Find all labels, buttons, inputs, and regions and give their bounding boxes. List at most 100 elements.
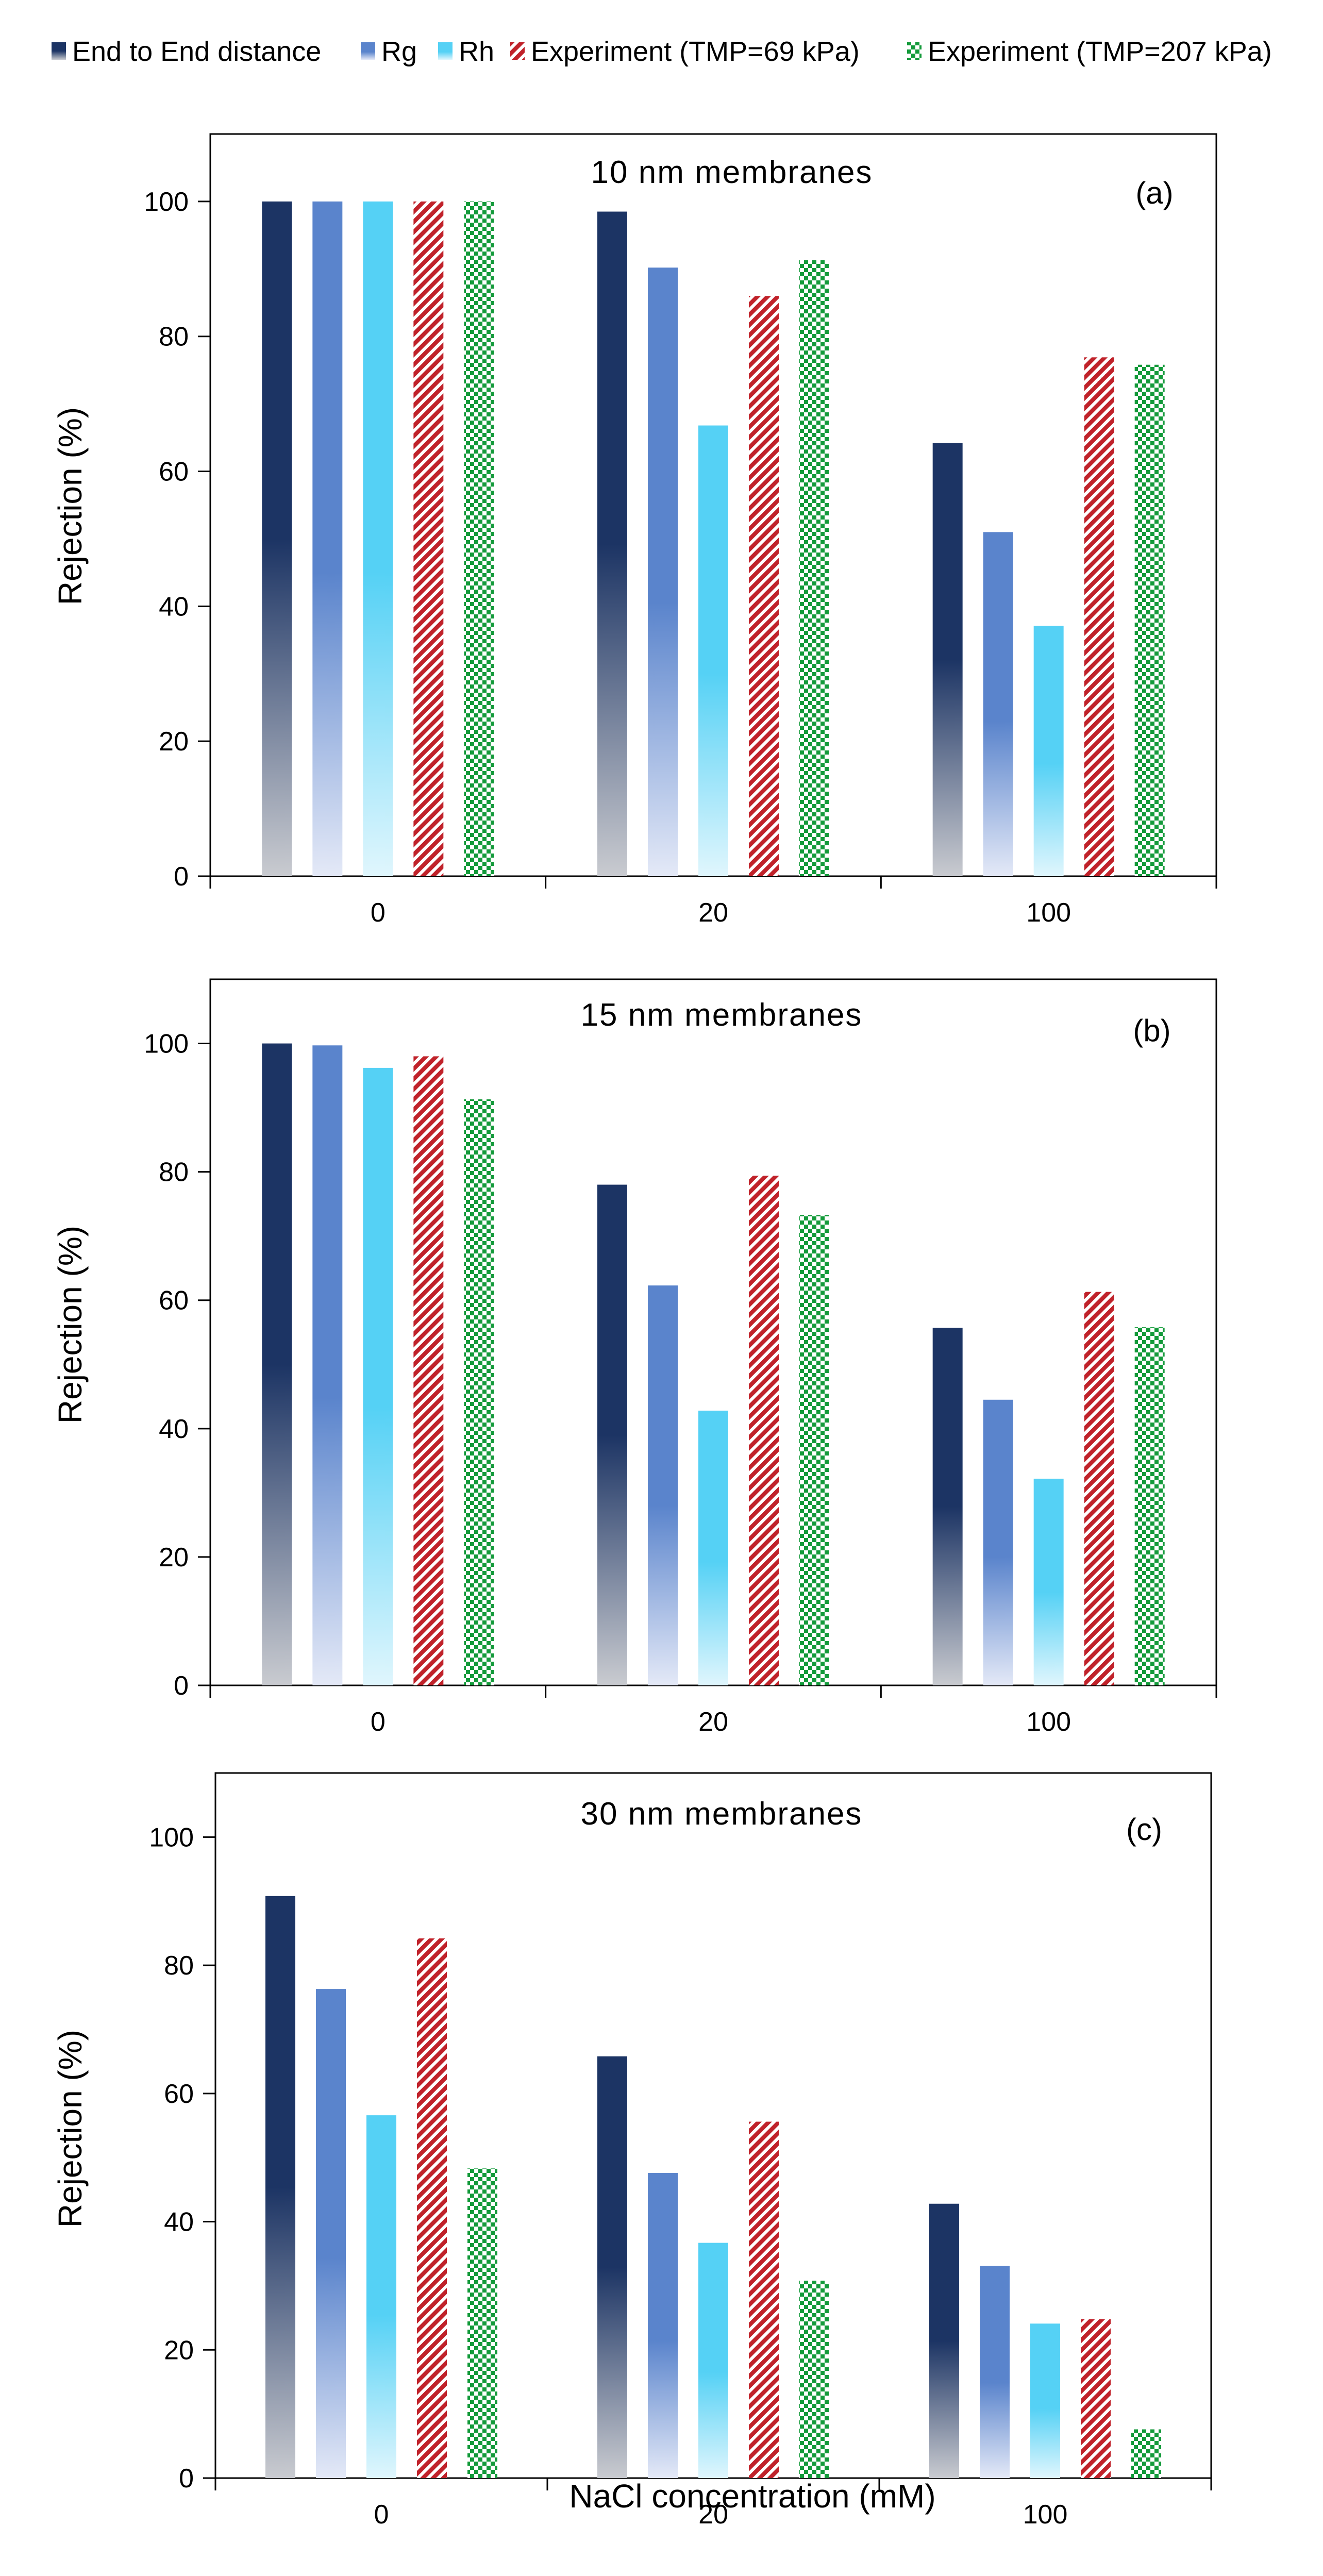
legend-swatch-exp-207 [907,42,922,60]
bar-rh-20 [698,1410,728,1685]
chart-panel-c: 30 nm membranes (c) Rejection (%) NaCl c… [52,1772,1212,2530]
y-tick-label: 0 [174,1671,189,1701]
bar-rh-20 [698,2243,728,2478]
x-tick-label: 100 [1026,898,1071,928]
chart-panel-b: 15 nm membranes (b) Rejection (%) 0 20 40 6… [52,978,1217,1737]
bar-rh-0 [363,201,393,877]
y-tick-label: 80 [164,1951,194,1981]
y-tick-label: 100 [144,1029,189,1059]
y-tick-label: 40 [159,592,189,622]
panel-title: 15 nm membranes [581,997,863,1033]
y-axis-title: Rejection (%) [52,1226,89,1424]
legend-swatch-exp-69 [510,42,525,60]
y-axis-title: Rejection (%) [52,407,89,605]
y-tick-label: 20 [164,2335,194,2365]
bar-end-to-end-distance-20 [597,1184,627,1685]
bar-experiment-tmp-207-kpa-0 [464,1099,494,1685]
x-tick-label: 20 [698,1707,728,1737]
y-tick-label: 60 [159,1286,189,1316]
bar-experiment-tmp-69-kpa-0 [413,201,444,877]
y-tick-label: 80 [159,1158,189,1187]
x-tick-label: 20 [698,2500,728,2530]
panel-title: 30 nm membranes [581,1796,863,1832]
panel-label: (a) [1135,176,1173,210]
panel-title: 10 nm membranes [591,155,873,190]
bar-experiment-tmp-69-kpa-100 [1084,357,1114,876]
legend-label-exp-207: Experiment (TMP=207 kPa) [928,36,1272,67]
bar-rg-20 [648,2173,678,2478]
bar-rg-20 [648,1285,678,1685]
bar-rh-0 [363,1067,393,1685]
x-tick-label: 100 [1026,1707,1071,1737]
y-tick-label: 80 [159,322,189,352]
bar-end-to-end-distance-100 [932,443,963,876]
bar-rh-100 [1033,1478,1064,1685]
chart-legend: End to End distance Rg Rh Experiment (TM… [52,36,1272,67]
legend-swatch-rh [438,42,453,60]
bar-experiment-tmp-207-kpa-100 [1134,1327,1165,1685]
y-axis-title: Rejection (%) [52,2030,89,2228]
y-tick-label: 60 [164,2079,194,2109]
bar-experiment-tmp-207-kpa-20 [799,260,829,876]
bar-experiment-tmp-207-kpa-100 [1131,2429,1161,2478]
x-axis-title: NaCl concentration (mM) [569,2478,935,2515]
bar-end-to-end-distance-0 [262,201,292,877]
bar-experiment-tmp-69-kpa-0 [413,1056,444,1685]
legend-item-rg: Rg [361,36,417,67]
legend-item-end-to-end: End to End distance [52,36,321,67]
panel-label: (b) [1133,1013,1170,1048]
y-tick-label: 100 [149,1822,194,1852]
y-tick-label: 40 [164,2207,194,2237]
y-tick-label: 20 [159,1543,189,1573]
legend-label-exp-69: Experiment (TMP=69 kPa) [531,36,860,67]
bar-rh-20 [698,425,728,876]
y-tick-label: 20 [159,727,189,757]
bar-experiment-tmp-207-kpa-100 [1134,364,1165,876]
bar-rh-0 [366,2115,396,2478]
legend-label-rh: Rh [459,36,494,67]
bar-experiment-tmp-207-kpa-20 [799,2280,829,2478]
y-tick-label: 0 [179,2464,194,2494]
bar-rg-100 [980,2266,1010,2478]
bar-experiment-tmp-207-kpa-20 [799,1215,829,1685]
y-tick-label: 100 [144,187,189,217]
bar-rg-100 [983,532,1013,876]
bar-experiment-tmp-69-kpa-100 [1084,1292,1114,1685]
x-tick-label: 0 [371,898,386,928]
bar-rg-100 [983,1399,1013,1685]
chart-panel-a: 10 nm membranes (a) Rejection (%) 0 20 40 6… [52,133,1217,928]
legend-swatch-end-to-end [52,42,66,60]
y-tick-label: 0 [174,862,189,892]
bar-experiment-tmp-69-kpa-20 [749,2121,779,2478]
bar-rg-20 [648,267,678,877]
x-tick-label: 100 [1023,2500,1068,2530]
bar-experiment-tmp-207-kpa-0 [464,201,494,877]
panel-label: (c) [1126,1812,1162,1847]
bar-end-to-end-distance-20 [597,211,627,877]
y-tick-label: 60 [159,457,189,487]
legend-swatch-rg [361,42,375,60]
x-tick-label: 0 [374,2500,389,2530]
bar-rg-0 [312,1045,343,1685]
bar-experiment-tmp-69-kpa-0 [417,1938,447,2478]
bar-rh-100 [1030,2323,1060,2478]
x-tick-label: 0 [371,1707,386,1737]
bar-experiment-tmp-69-kpa-20 [749,1176,779,1685]
bar-experiment-tmp-69-kpa-100 [1081,2319,1111,2478]
bar-end-to-end-distance-0 [265,1896,295,2478]
y-tick-label: 40 [159,1414,189,1444]
bar-end-to-end-distance-20 [597,2056,627,2478]
x-tick-label: 20 [698,898,728,928]
bar-end-to-end-distance-0 [262,1043,292,1685]
legend-item-rh: Rh [438,36,494,67]
legend-item-exp-69: Experiment (TMP=69 kPa) [510,36,860,67]
bar-experiment-tmp-69-kpa-20 [749,296,779,876]
bar-end-to-end-distance-100 [932,1328,963,1685]
legend-item-exp-207: Experiment (TMP=207 kPa) [907,36,1272,67]
bar-rg-0 [316,1989,346,2478]
bar-experiment-tmp-207-kpa-0 [467,2168,497,2478]
bar-rg-0 [312,201,343,877]
legend-label-rg: Rg [381,36,417,67]
legend-label-end-to-end: End to End distance [72,36,321,67]
